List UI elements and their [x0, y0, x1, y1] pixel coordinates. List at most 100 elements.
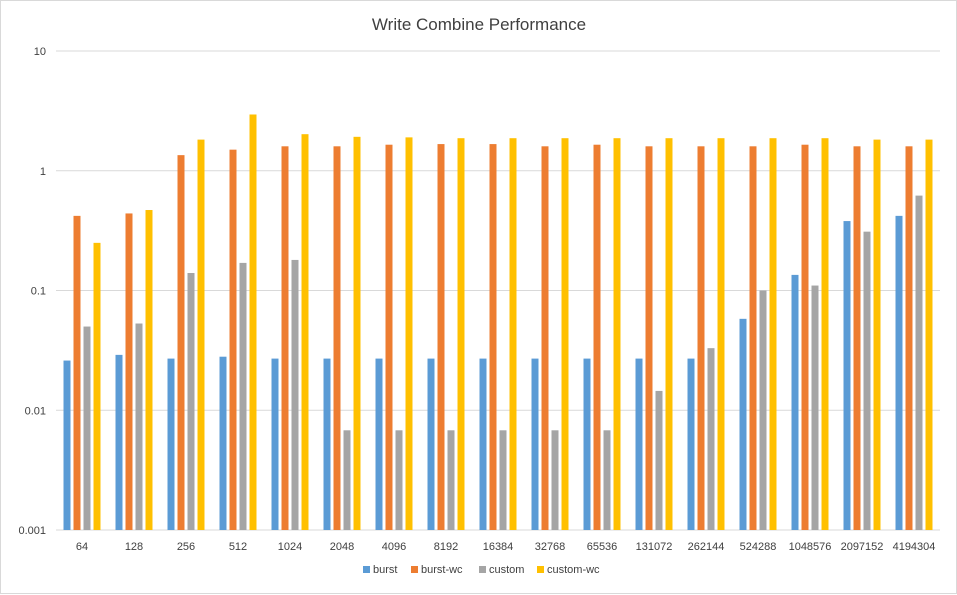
x-tick-label: 64: [76, 541, 88, 553]
bar-custom: [707, 348, 715, 530]
legend-swatch: [479, 566, 486, 573]
bar-burst-wc: [437, 144, 445, 530]
y-tick-label: 1: [40, 166, 46, 178]
bar-custom: [915, 195, 923, 531]
bar-burst: [531, 358, 539, 530]
bar-burst: [843, 221, 851, 530]
y-tick-label: 0.001: [18, 525, 46, 537]
legend-swatch: [363, 566, 370, 573]
bar-burst: [115, 354, 123, 530]
bars: [63, 114, 933, 531]
bar-burst-wc: [125, 213, 133, 531]
bar-custom: [603, 430, 611, 530]
x-tick-label: 2048: [330, 541, 354, 553]
x-tick-label: 512: [229, 541, 247, 553]
bar-burst-wc: [229, 149, 237, 530]
bar-custom: [83, 326, 91, 530]
x-tick-label: 262144: [688, 541, 725, 553]
x-tick-label: 16384: [483, 541, 514, 553]
x-tick-label: 4096: [382, 541, 406, 553]
legend-item-custom: custom: [479, 564, 524, 576]
bar-burst: [271, 358, 279, 530]
bar-burst-wc: [333, 146, 341, 530]
bar-burst: [739, 318, 747, 530]
bar-custom-wc: [457, 138, 465, 530]
bar-burst-wc: [853, 146, 861, 530]
bar-burst-wc: [801, 144, 809, 530]
bar-custom-wc: [93, 242, 101, 530]
bar-burst-wc: [593, 144, 601, 530]
bar-burst-wc: [73, 215, 81, 530]
bar-burst: [687, 358, 695, 530]
chart-title: Write Combine Performance: [372, 15, 586, 34]
legend-label: burst-wc: [421, 564, 463, 576]
bar-burst: [219, 356, 227, 530]
bar-custom-wc: [197, 139, 205, 530]
bar-custom-wc: [145, 210, 153, 530]
x-tick-label: 131072: [636, 541, 673, 553]
bar-custom-wc: [665, 138, 673, 530]
bar-custom: [863, 231, 871, 531]
legend-item-burst: burst: [363, 564, 397, 576]
bar-burst-wc: [177, 155, 185, 531]
bar-custom-wc: [353, 136, 361, 530]
bar-burst: [791, 274, 799, 530]
bar-custom: [343, 430, 351, 530]
bar-burst: [635, 358, 643, 530]
y-tick-label: 0.01: [25, 405, 46, 417]
bar-burst: [323, 358, 331, 530]
x-tick-label: 524288: [740, 541, 777, 553]
bar-burst-wc: [281, 146, 289, 530]
legend-label: custom: [489, 564, 524, 576]
bar-burst-wc: [697, 146, 705, 530]
bar-burst-wc: [489, 144, 497, 530]
bar-custom-wc: [613, 138, 621, 530]
bar-custom: [499, 430, 507, 530]
legend: burst burst-wc custom custom-wc: [363, 564, 600, 576]
bar-custom-wc: [769, 138, 777, 530]
bar-custom: [759, 290, 767, 530]
bar-burst: [375, 358, 383, 530]
bar-custom-wc: [717, 138, 725, 530]
legend-swatch: [537, 566, 544, 573]
bar-custom: [291, 259, 299, 530]
x-tick-label: 128: [125, 541, 143, 553]
bar-burst-wc: [541, 146, 549, 530]
bar-custom: [551, 430, 559, 530]
y-tick-label: 0.1: [31, 286, 46, 298]
bar-custom-wc: [821, 138, 829, 530]
bar-burst: [479, 358, 487, 530]
bar-burst-wc: [385, 144, 393, 530]
x-tick-label: 2097152: [841, 541, 884, 553]
legend-label: custom-wc: [547, 564, 600, 576]
legend-item-burst-wc: burst-wc: [411, 564, 463, 576]
bar-custom: [135, 323, 143, 530]
bar-custom: [187, 273, 195, 530]
legend-swatch: [411, 566, 418, 573]
bar-burst-wc: [905, 146, 913, 530]
bar-custom: [447, 430, 455, 530]
bar-burst-wc: [645, 146, 653, 530]
x-tick-label: 1024: [278, 541, 302, 553]
bar-custom-wc: [249, 114, 257, 530]
x-tick-label: 256: [177, 541, 195, 553]
x-tick-label: 4194304: [893, 541, 936, 553]
bar-custom-wc: [301, 134, 309, 530]
bar-custom: [655, 390, 663, 530]
bar-burst: [63, 360, 71, 530]
y-axis-ticks: 10 1 0.1 0.01 0.001: [18, 46, 46, 537]
x-tick-label: 65536: [587, 541, 618, 553]
bar-custom-wc: [405, 137, 413, 530]
bar-custom-wc: [925, 139, 933, 530]
x-axis-ticks: 64 128 256 512 1024 2048 4096 8192 16384 32768 655…: [76, 541, 936, 553]
y-tick-label: 10: [34, 46, 46, 58]
legend-item-custom-wc: custom-wc: [537, 564, 600, 576]
legend-label: burst: [373, 564, 397, 576]
bar-custom: [395, 430, 403, 530]
x-tick-label: 1048576: [789, 541, 832, 553]
bar-burst: [427, 358, 435, 530]
bar-custom-wc: [873, 139, 881, 530]
bar-custom: [811, 285, 819, 530]
bar-custom: [239, 262, 247, 530]
